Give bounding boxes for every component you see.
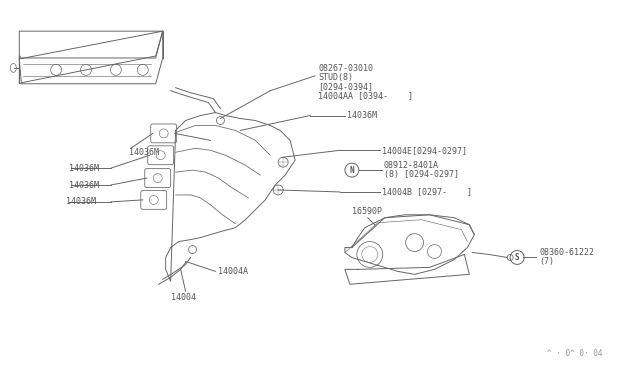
Text: N: N [349,166,354,174]
Text: 14036M: 14036M [69,164,99,173]
Text: 08912-8401A: 08912-8401A [384,161,439,170]
Text: 14036M: 14036M [129,148,159,157]
Text: ^ · 0^ 0· 04: ^ · 0^ 0· 04 [547,349,602,358]
Text: 08360-61222: 08360-61222 [539,248,594,257]
Text: 14036M: 14036M [66,198,96,206]
Text: STUD(8): STUD(8) [318,73,353,82]
Text: 14004AA [0394-    ]: 14004AA [0394- ] [318,91,413,100]
Text: 14036M: 14036M [69,180,99,189]
Text: 16590P: 16590P [352,207,382,216]
Text: S: S [515,253,520,262]
Text: 14004B [0297-    ]: 14004B [0297- ] [381,187,472,196]
Text: 14036M: 14036M [347,111,377,120]
Text: 14004: 14004 [171,293,196,302]
Text: 14004A: 14004A [218,267,248,276]
Text: (7): (7) [539,257,554,266]
Text: 14004E[0294-0297]: 14004E[0294-0297] [381,146,467,155]
Text: [0294-0394]: [0294-0394] [318,82,373,91]
Text: (8) [0294-0297]: (8) [0294-0297] [384,170,459,179]
Text: 08267-03010: 08267-03010 [318,64,373,73]
